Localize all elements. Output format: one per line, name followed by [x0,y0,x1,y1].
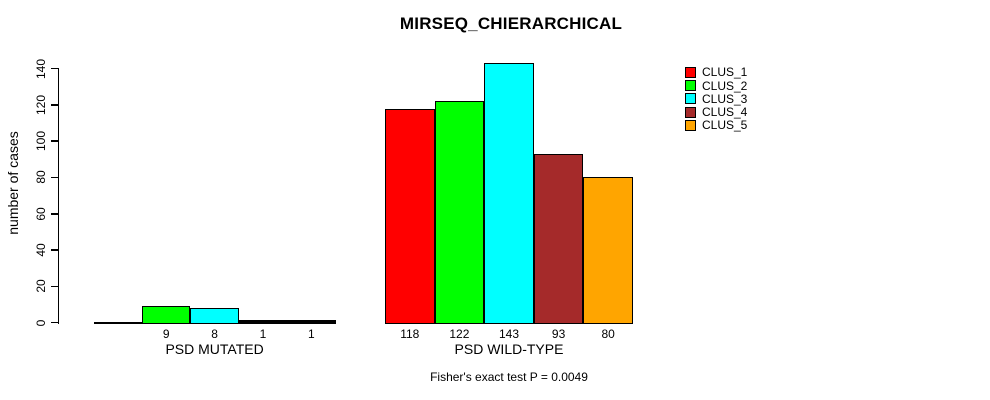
y-tick-mark [50,321,59,324]
fisher-test-annotation: Fisher's exact test P = 0.0049 [430,370,588,384]
legend-swatch-clus_2 [685,80,696,92]
y-tick-mark [50,140,59,142]
legend-label-clus_5: CLUS_5 [702,118,748,133]
bar-clus_4-psd-wild-type [533,153,584,324]
group-label-psd-mutated: PSD MUTATED [165,341,264,357]
y-tick-label: 60 [34,207,48,221]
y-tick-mark [50,67,59,70]
bar-clus_2-psd-mutated [142,306,191,324]
legend-swatch-clus_5 [685,119,696,131]
bar-value-label: 122 [449,326,470,341]
legend-label-clus_3: CLUS_3 [702,91,748,106]
legend-label-clus_4: CLUS_4 [702,105,748,119]
bar-value-label: 143 [498,326,520,341]
y-axis-line [57,67,60,324]
bar-value-label: 8 [211,326,218,341]
bar-value-label: 93 [551,326,566,341]
chart-title: MIRSEQ_CHIERARCHICAL [399,14,623,33]
y-tick-label: 40 [34,243,48,257]
bar-clus_5-psd-wild-type [583,177,633,324]
legend-label-clus_2: CLUS_2 [702,78,748,93]
bar-clus_5-psd-mutated [287,319,336,324]
y-tick-mark [50,285,59,288]
legend-swatch-clus_1 [685,66,696,78]
bar-clus_2-psd-wild-type [434,101,485,324]
bar-clus_3-psd-wild-type [484,63,534,324]
bar-clus_1-psd-mutated [93,321,142,324]
y-tick-mark [50,104,59,106]
y-tick-label: 100 [34,131,48,152]
group-label-psd-wild-type: PSD WILD-TYPE [454,341,564,357]
legend-swatch-clus_4 [685,106,696,118]
y-tick-mark [50,249,59,251]
legend-swatch-clus_3 [685,93,696,105]
bar-value-label: 9 [162,326,170,341]
bar-value-label: 1 [308,326,315,341]
y-tick-label: 140 [34,58,48,79]
bar-clus_1-psd-wild-type [385,108,435,324]
y-tick-label: 0 [34,319,48,326]
bar-clus_4-psd-mutated [238,319,288,324]
y-axis-title: number of cases [5,131,21,235]
bar-value-label: 80 [601,326,615,341]
y-tick-label: 20 [34,279,48,293]
y-tick-mark [50,212,59,215]
bar-value-label: 1 [259,326,267,341]
legend-label-clus_1: CLUS_1 [702,65,748,80]
y-tick-label: 80 [34,170,48,185]
bar-value-label: 118 [400,326,420,341]
bar-clus_3-psd-mutated [190,308,239,324]
y-tick-mark [50,176,59,179]
y-tick-label: 120 [34,94,48,115]
